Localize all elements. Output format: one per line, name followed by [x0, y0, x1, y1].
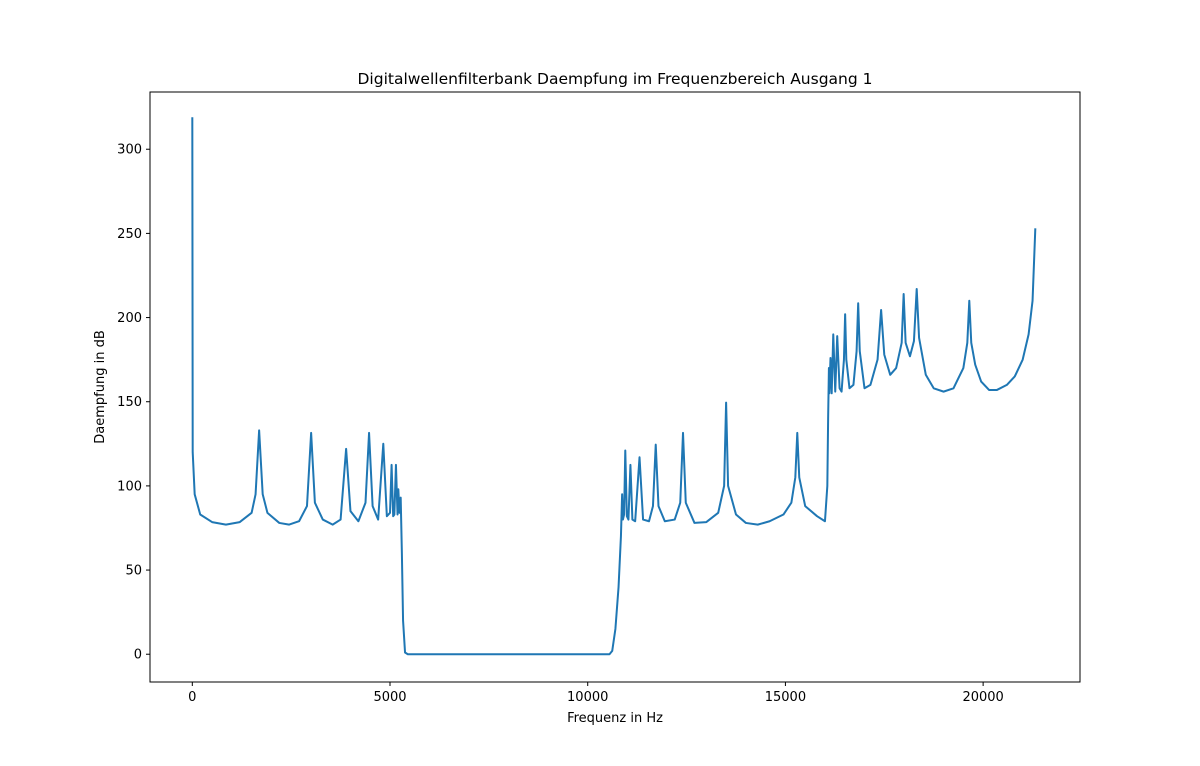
- plot-area: [191, 117, 1037, 656]
- y-axis-label: Daempfung in dB: [93, 330, 108, 443]
- y-tick-label: 200: [117, 311, 142, 326]
- y-tick-label: 300: [117, 143, 142, 158]
- x-tick-label: 5000: [373, 690, 406, 705]
- y-tick-label: 100: [117, 479, 142, 494]
- y-axis-ticks: 0 50 100 150 200 250 300: [117, 143, 150, 663]
- x-tick-label: 10000: [567, 690, 608, 705]
- x-axis-label: Frequenz in Hz: [567, 711, 663, 726]
- x-tick-label: 15000: [765, 690, 806, 705]
- series-line: [191, 117, 1037, 656]
- y-tick-label: 250: [117, 227, 142, 242]
- x-axis-ticks: 0 5000 10000 15000 20000: [188, 682, 1004, 705]
- y-tick-label: 0: [134, 648, 142, 663]
- y-tick-label: 50: [125, 564, 142, 579]
- plot-frame: [149, 91, 1081, 683]
- chart-title: Digitalwellenfilterbank Daempfung im Fre…: [357, 70, 872, 88]
- x-tick-label: 20000: [962, 690, 1003, 705]
- y-tick-label: 150: [117, 395, 142, 410]
- x-tick-label: 0: [188, 690, 196, 705]
